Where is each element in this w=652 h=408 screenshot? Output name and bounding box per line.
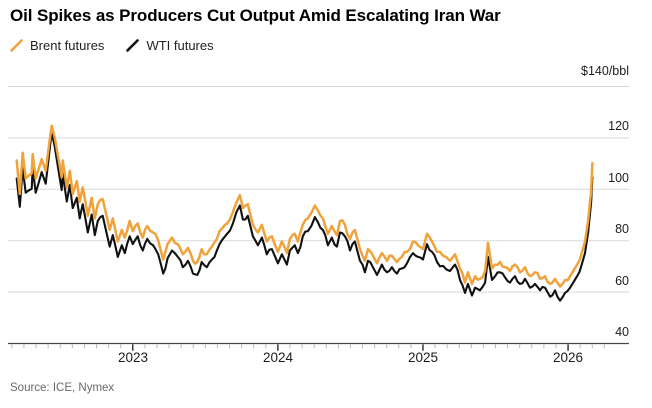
wti-slash-icon [126,39,140,52]
x-axis-ticks [11,344,605,351]
y-axis-unit-label: $140/bbl [581,64,629,78]
x-tick-label-2025: 2025 [407,350,439,365]
legend-item-wti: WTI futures [126,38,214,53]
brent-slash-icon [10,39,23,52]
y-tick-label-120: 120 [608,119,629,133]
legend-item-brent: Brent futures [10,38,104,53]
x-tick-label-2024: 2024 [262,350,294,365]
legend-label-wti: WTI futures [146,38,214,53]
series-line-brent [15,124,594,288]
legend-label-brent: Brent futures [30,38,105,53]
gridlines [8,86,629,345]
source-note: Source: ICE, Nymex [10,382,115,394]
y-tick-label-40: 40 [615,325,629,339]
y-tick-label-100: 100 [608,171,629,185]
y-tick-label-80: 80 [615,222,629,236]
series-line-wti [15,131,594,302]
x-tick-label-2026: 2026 [552,350,584,365]
page-title: Oil Spikes as Producers Cut Output Amid … [10,6,501,25]
legend: Brent futures WTI futures [10,38,214,53]
y-tick-label-60: 60 [615,274,629,288]
x-tick-label-2023: 2023 [117,350,149,365]
